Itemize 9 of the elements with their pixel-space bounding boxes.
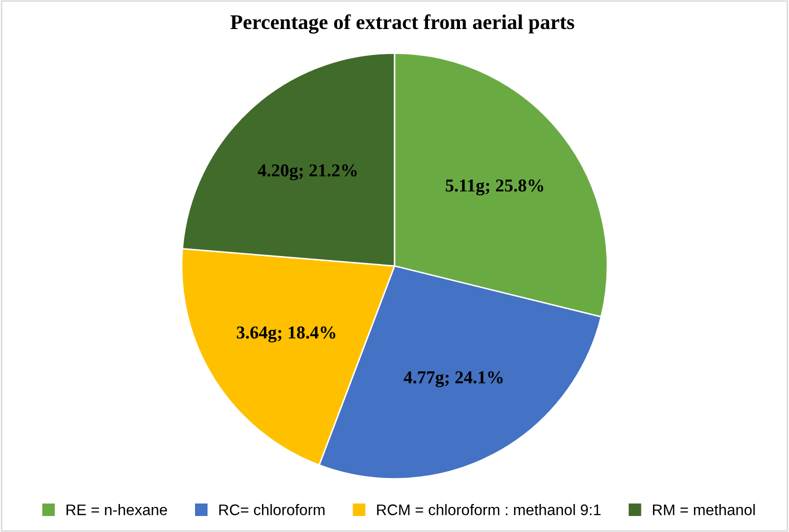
legend-label: RCM = chloroform : methanol 9:1	[377, 504, 601, 516]
legend-label: RM = methanol	[652, 504, 755, 516]
chart-title: Percentage of extract from aerial parts	[230, 14, 574, 34]
legend-label: RE = n-hexane	[66, 504, 167, 516]
data-label: 3.64g; 18.4%	[236, 326, 336, 342]
data-label: 4.20g; 21.2%	[258, 164, 357, 180]
data-label: 4.77g; 24.1%	[404, 371, 503, 388]
legend-label: RC= chloroform	[219, 504, 324, 516]
data-label: 5.11g; 25.8%	[446, 179, 544, 196]
